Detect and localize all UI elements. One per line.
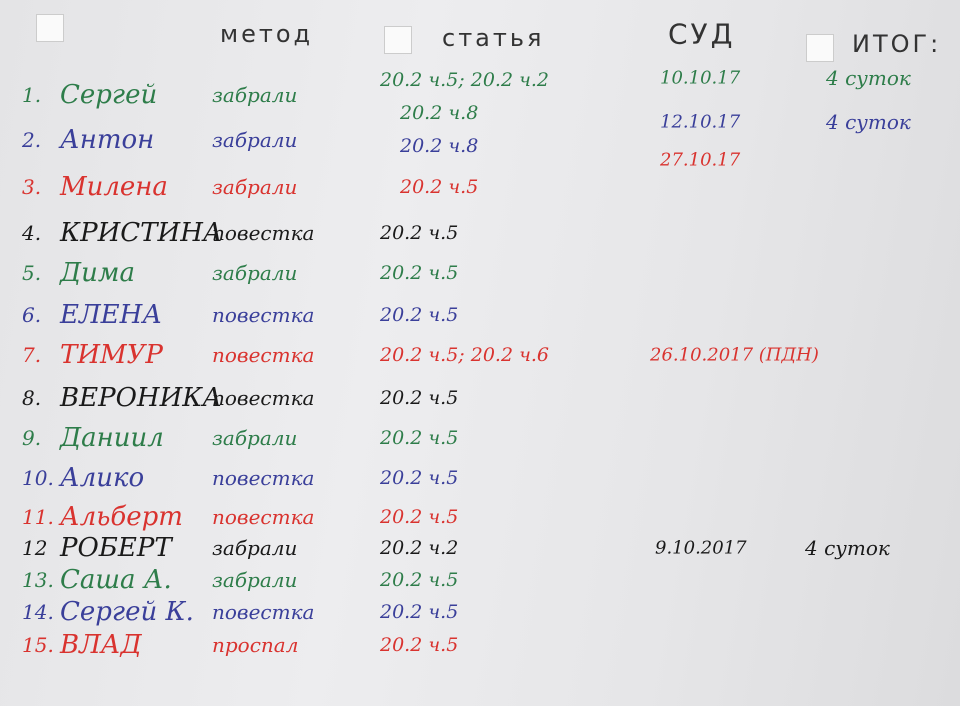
name: КРИСТИНА (60, 218, 223, 248)
article: 20.2 ч.5; 20.2 ч.2 (380, 69, 550, 91)
method: забрали (212, 261, 298, 285)
row-number: 4. (22, 221, 42, 245)
header-court: СУД (668, 17, 736, 51)
name: Саша А. (60, 565, 172, 595)
result: 4 суток (826, 110, 911, 134)
name: Дима (60, 258, 135, 288)
method: забрали (212, 128, 298, 152)
article: 20.2 ч.5 (380, 634, 459, 656)
method: проспал (212, 633, 299, 657)
article: 20.2 ч.8 (400, 102, 479, 124)
name: Альберт (60, 502, 183, 532)
result: 4 суток (826, 66, 911, 90)
row-number: 7. (22, 343, 42, 367)
method: забрали (212, 83, 298, 107)
court-date: 10.10.17 (660, 67, 741, 89)
method: забрали (212, 568, 298, 592)
article: 20.2 ч.2 (380, 537, 459, 559)
method: повестка (212, 343, 315, 367)
article: 20.2 ч.5; 20.2 ч.6 (380, 344, 550, 366)
name: ТИМУР (60, 340, 163, 370)
name: ВЛАД (60, 630, 142, 660)
method: забрали (212, 175, 298, 199)
name: Антон (60, 125, 155, 155)
article: 20.2 ч.5 (380, 427, 459, 449)
article: 20.2 ч.5 (380, 387, 459, 409)
article: 20.2 ч.8 (400, 135, 479, 157)
article: 20.2 ч.5 (380, 304, 459, 326)
method: повестка (212, 386, 315, 410)
row-number: 8. (22, 386, 42, 410)
checkbox-mark (36, 14, 64, 42)
court-date: 9.10.2017 (655, 537, 747, 559)
row-number: 14. (22, 600, 54, 624)
court-date: 12.10.17 (660, 111, 741, 133)
name: РОБЕРТ (60, 533, 172, 563)
name: Милена (60, 172, 168, 202)
name: ВЕРОНИКА (60, 383, 223, 413)
court-date: 27.10.17 (660, 149, 741, 171)
method: забрали (212, 426, 298, 450)
method: повестка (212, 303, 315, 327)
row-number: 3. (22, 175, 42, 199)
article: 20.2 ч.5 (380, 569, 459, 591)
article: 20.2 ч.5 (380, 506, 459, 528)
row-number: 2. (22, 128, 42, 152)
header-result: ИТОГ: (852, 30, 942, 58)
result: 4 суток (805, 536, 890, 560)
article: 20.2 ч.5 (380, 222, 459, 244)
name: Сергей К. (60, 597, 194, 627)
row-number: 1. (22, 83, 42, 107)
row-number: 6. (22, 303, 42, 327)
row-number: 5. (22, 261, 42, 285)
row-number: 13. (22, 568, 54, 592)
court-date: 26.10.2017 (ПДН) (650, 344, 819, 366)
name: Сергей (60, 80, 158, 110)
method: повестка (212, 505, 315, 529)
checkbox-mark (384, 26, 412, 54)
method: повестка (212, 466, 315, 490)
row-number: 10. (22, 466, 54, 490)
method: повестка (212, 600, 315, 624)
header-method: метод (220, 20, 314, 48)
article: 20.2 ч.5 (380, 601, 459, 623)
name: Алико (60, 463, 145, 493)
row-number: 11. (22, 505, 54, 529)
method: забрали (212, 536, 298, 560)
article: 20.2 ч.5 (380, 467, 459, 489)
row-number: 9. (22, 426, 42, 450)
article: 20.2 ч.5 (400, 176, 479, 198)
row-number: 15. (22, 633, 54, 657)
checkbox-mark (806, 34, 834, 62)
method: повестка (212, 221, 315, 245)
row-number: 12 (22, 536, 48, 560)
name: Даниил (60, 423, 164, 453)
header-article: статья (442, 24, 545, 52)
article: 20.2 ч.5 (380, 262, 459, 284)
name: ЕЛЕНА (60, 300, 163, 330)
